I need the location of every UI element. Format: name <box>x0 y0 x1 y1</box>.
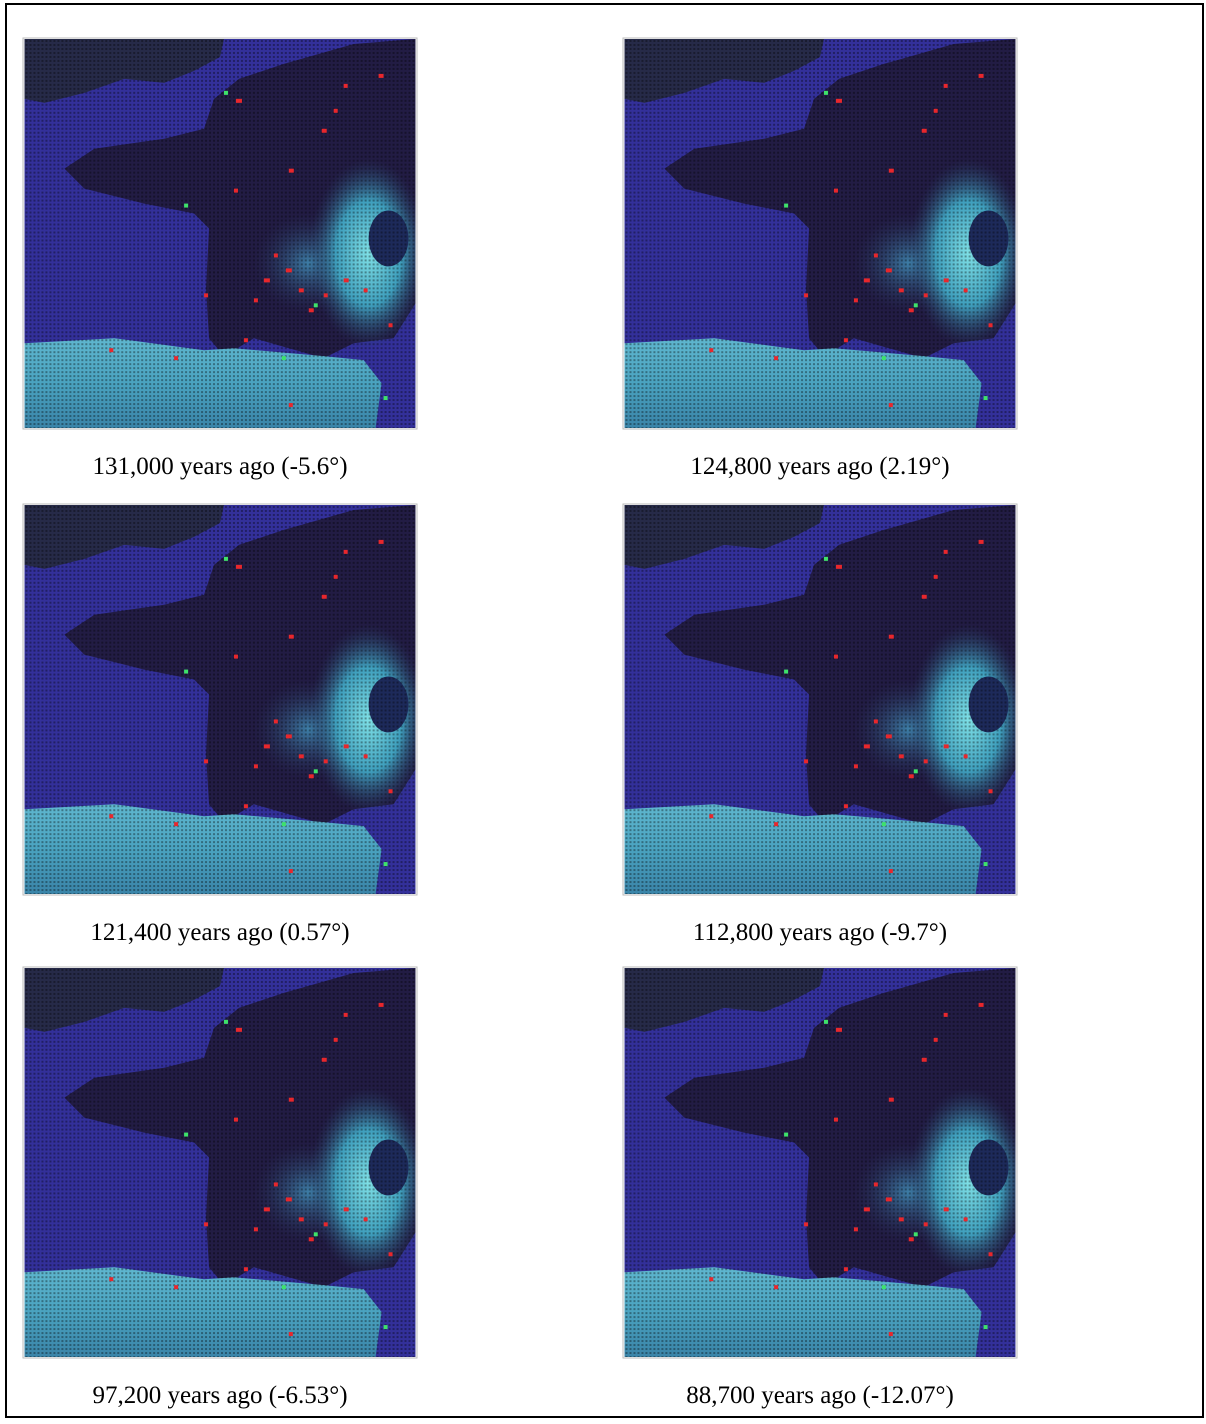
panel-grid: 131,000 years ago (-5.6°) 124,800 years a… <box>22 37 1058 1409</box>
map-frame <box>622 37 1018 430</box>
map-panel: 124,800 years ago (2.19°) <box>622 37 1058 480</box>
map-frame <box>22 503 418 896</box>
map-image <box>625 505 1058 894</box>
map-panel: 112,800 years ago (-9.7°) <box>622 503 1058 946</box>
map-image <box>25 968 458 1357</box>
map-image <box>625 39 1058 428</box>
caption: 121,400 years ago (0.57°) <box>90 919 349 946</box>
map-panel: 88,700 years ago (-12.07°) <box>622 966 1058 1409</box>
caption: 112,800 years ago (-9.7°) <box>693 919 947 946</box>
caption: 97,200 years ago (-6.53°) <box>92 1382 347 1409</box>
map-panel: 97,200 years ago (-6.53°) <box>22 966 458 1409</box>
map-frame <box>22 37 418 430</box>
map-image <box>25 39 458 428</box>
map-frame <box>622 966 1018 1359</box>
caption: 131,000 years ago (-5.6°) <box>92 453 347 480</box>
map-image <box>625 968 1058 1357</box>
caption: 88,700 years ago (-12.07°) <box>686 1382 954 1409</box>
map-frame <box>22 966 418 1359</box>
map-image <box>25 505 458 894</box>
map-frame <box>622 503 1018 896</box>
map-panel: 131,000 years ago (-5.6°) <box>22 37 458 480</box>
map-panel: 121,400 years ago (0.57°) <box>22 503 458 946</box>
caption: 124,800 years ago (2.19°) <box>690 453 949 480</box>
figure-border <box>5 3 1204 1418</box>
